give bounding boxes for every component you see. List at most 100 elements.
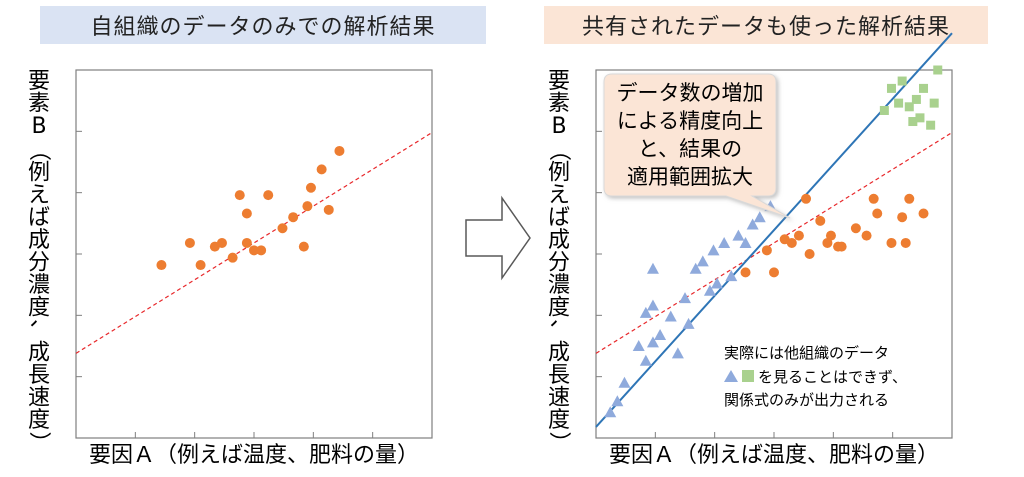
right-y-label-char: え: [548, 183, 570, 208]
left-y-label-char: 成: [28, 341, 50, 366]
right-data-point-orange: [872, 208, 883, 219]
right-data-point-orange: [850, 223, 861, 234]
right-data-point-triangle: [664, 310, 677, 322]
right-data-point-triangle: [711, 277, 724, 289]
right-data-point-square: [897, 76, 907, 86]
right-data-point-triangle: [639, 306, 652, 318]
right-data-point-triangle: [671, 347, 684, 359]
right-data-point-triangle: [682, 317, 695, 329]
callout-bubble: データ数の増加による精度向上と、結果の適用範囲拡大: [603, 73, 791, 219]
left-x-axis-label: 要因Ａ（例えば温度、肥料の量）: [89, 443, 419, 468]
right-data-point-triangle: [632, 340, 645, 351]
right-regression-line-shared: [595, 32, 953, 428]
right-data-point-triangle: [696, 255, 709, 267]
right-chart-marks: [595, 32, 953, 428]
right-y-label-char: 分: [548, 251, 570, 276]
right-data-point-orange: [861, 230, 872, 241]
right-data-point-orange: [897, 212, 908, 223]
right-data-point-triangle: [689, 262, 702, 274]
left-data-point-orange: [216, 237, 227, 248]
left-y-label-char: B: [31, 114, 46, 139]
right-y-label-char: ば: [548, 206, 570, 231]
arrow-right-icon: [465, 195, 531, 281]
right-data-point-orange: [804, 249, 815, 259]
right-data-point-orange: [740, 267, 751, 278]
left-y-label-char: 速: [28, 386, 50, 411]
left-y-label-char: 濃: [28, 273, 50, 298]
right-data-point-triangle: [679, 292, 691, 304]
note-text: 実際には他組織のデータ を見ることはできず、 関係式のみが出力される: [724, 344, 907, 409]
left-data-point-orange: [302, 201, 313, 212]
left-y-label-char: 、: [26, 319, 51, 341]
left-data-point-orange: [298, 241, 309, 252]
left-regression-line-own: [75, 132, 433, 354]
right-data-point-orange: [786, 237, 797, 248]
right-axis-ticks: [596, 130, 894, 438]
right-data-point-orange: [801, 193, 812, 204]
right-data-point-orange: [918, 208, 929, 219]
left-y-label-char: え: [28, 183, 50, 208]
svg-text:データ数の増加による精度向上と、結果の適用範囲拡大: データ数の増加による精度向上と、結果の適用範囲拡大: [617, 81, 764, 189]
right-data-point-triangle: [753, 211, 766, 223]
left-data-point-orange: [334, 145, 345, 156]
right-data-point-square: [915, 113, 925, 123]
right-y-label-char: （: [546, 139, 571, 161]
right-data-point-orange: [769, 267, 779, 278]
left-y-label-char: 分: [28, 251, 50, 276]
right-y-label-char: B: [551, 114, 566, 139]
right-y-label-char: 濃: [548, 273, 570, 298]
right-data-point-triangle: [654, 328, 667, 340]
right-data-point-triangle: [703, 284, 716, 296]
right-data-point-square: [911, 94, 921, 104]
note-line-2: を見ることはできず、: [758, 368, 907, 386]
callout-line: データ数の増加: [617, 81, 764, 105]
right-data-point-square: [926, 120, 936, 130]
right-data-point-triangle: [718, 236, 731, 248]
right-data-point-square: [929, 98, 939, 108]
left-chart-marks: [75, 132, 433, 354]
right-data-point-triangle: [746, 218, 759, 230]
left-data-point-orange: [323, 204, 334, 215]
left-y-label-char: 素: [28, 92, 50, 117]
left-axis-ticks: [76, 130, 374, 438]
right-data-point-triangle: [646, 299, 659, 311]
left-panel-title: 自組織のデータのみでの解析結果: [40, 6, 486, 44]
right-y-label-char: 速: [548, 386, 570, 411]
note-line-3: 関係式のみが出力される: [724, 391, 889, 409]
right-data-point-square: [886, 83, 896, 93]
callout-line: と、結果の: [638, 137, 742, 161]
right-data-point-square: [879, 105, 889, 115]
right-data-point-triangle: [732, 229, 745, 241]
right-data-point-triangle: [707, 244, 720, 256]
right-x-axis-label: 要因Ａ（例えば温度、肥料の量）: [609, 443, 939, 468]
triangle-legend-icon: [724, 370, 738, 382]
left-data-point-orange: [263, 190, 274, 201]
right-y-label-char: 成: [548, 341, 570, 366]
left-data-point-orange: [195, 260, 206, 271]
right-data-point-triangle: [604, 406, 617, 418]
right-data-point-orange: [761, 245, 772, 256]
right-data-point-square: [933, 65, 943, 75]
left-data-point-orange: [241, 237, 252, 248]
right-data-point-square: [904, 102, 914, 112]
left-data-point-orange: [305, 182, 316, 193]
callout-line: による精度向上: [617, 109, 763, 133]
right-data-point-triangle: [739, 236, 752, 248]
right-data-point-triangle: [639, 354, 652, 366]
right-data-point-triangle: [618, 376, 631, 388]
right-data-point-orange: [868, 193, 879, 204]
right-data-point-triangle: [646, 336, 659, 348]
right-y-label-char: 長: [548, 363, 570, 388]
left-data-point-orange: [227, 252, 238, 263]
right-data-point-orange: [886, 237, 897, 248]
left-y-label-char: 成: [28, 228, 50, 253]
right-y-label-char: ）: [546, 431, 571, 453]
right-data-point-orange: [793, 230, 804, 241]
right-y-label-char: 要: [548, 69, 570, 94]
right-y-label-char: 度: [548, 408, 570, 433]
right-y-label-char: 例: [548, 161, 570, 186]
right-data-point-orange: [904, 193, 915, 204]
left-y-label-char: ば: [28, 206, 50, 231]
